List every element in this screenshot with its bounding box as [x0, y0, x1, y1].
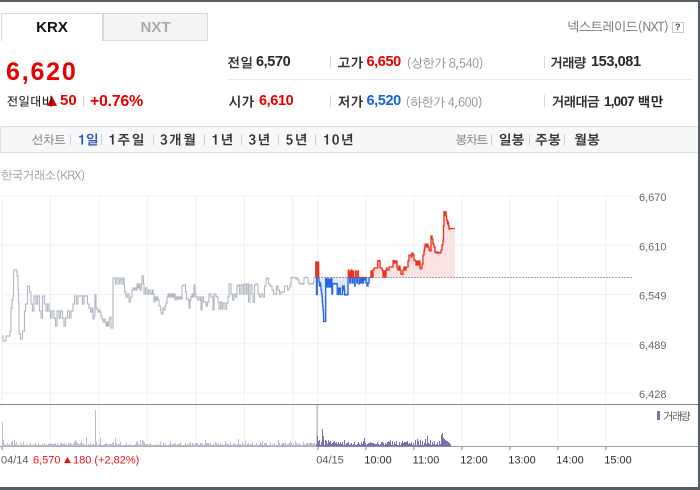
svg-text:6,670: 6,670: [639, 192, 667, 204]
svg-text:6,570: 6,570: [33, 455, 61, 467]
svg-text:04/15: 04/15: [316, 455, 344, 467]
svg-text:6,610: 6,610: [639, 241, 667, 253]
svg-text:6,428: 6,428: [639, 389, 667, 401]
svg-text:10:00: 10:00: [364, 455, 392, 467]
svg-text:180 (+2,82%): 180 (+2,82%): [73, 455, 139, 467]
svg-text:14:00: 14:00: [556, 455, 584, 467]
svg-text:6,489: 6,489: [639, 340, 667, 352]
svg-text:12:00: 12:00: [460, 455, 488, 467]
svg-text:6,549: 6,549: [639, 291, 667, 303]
svg-text:04/14: 04/14: [1, 455, 29, 467]
svg-text:11:00: 11:00: [413, 455, 440, 467]
svg-text:13:00: 13:00: [508, 455, 536, 467]
svg-text:15:00: 15:00: [604, 455, 632, 467]
